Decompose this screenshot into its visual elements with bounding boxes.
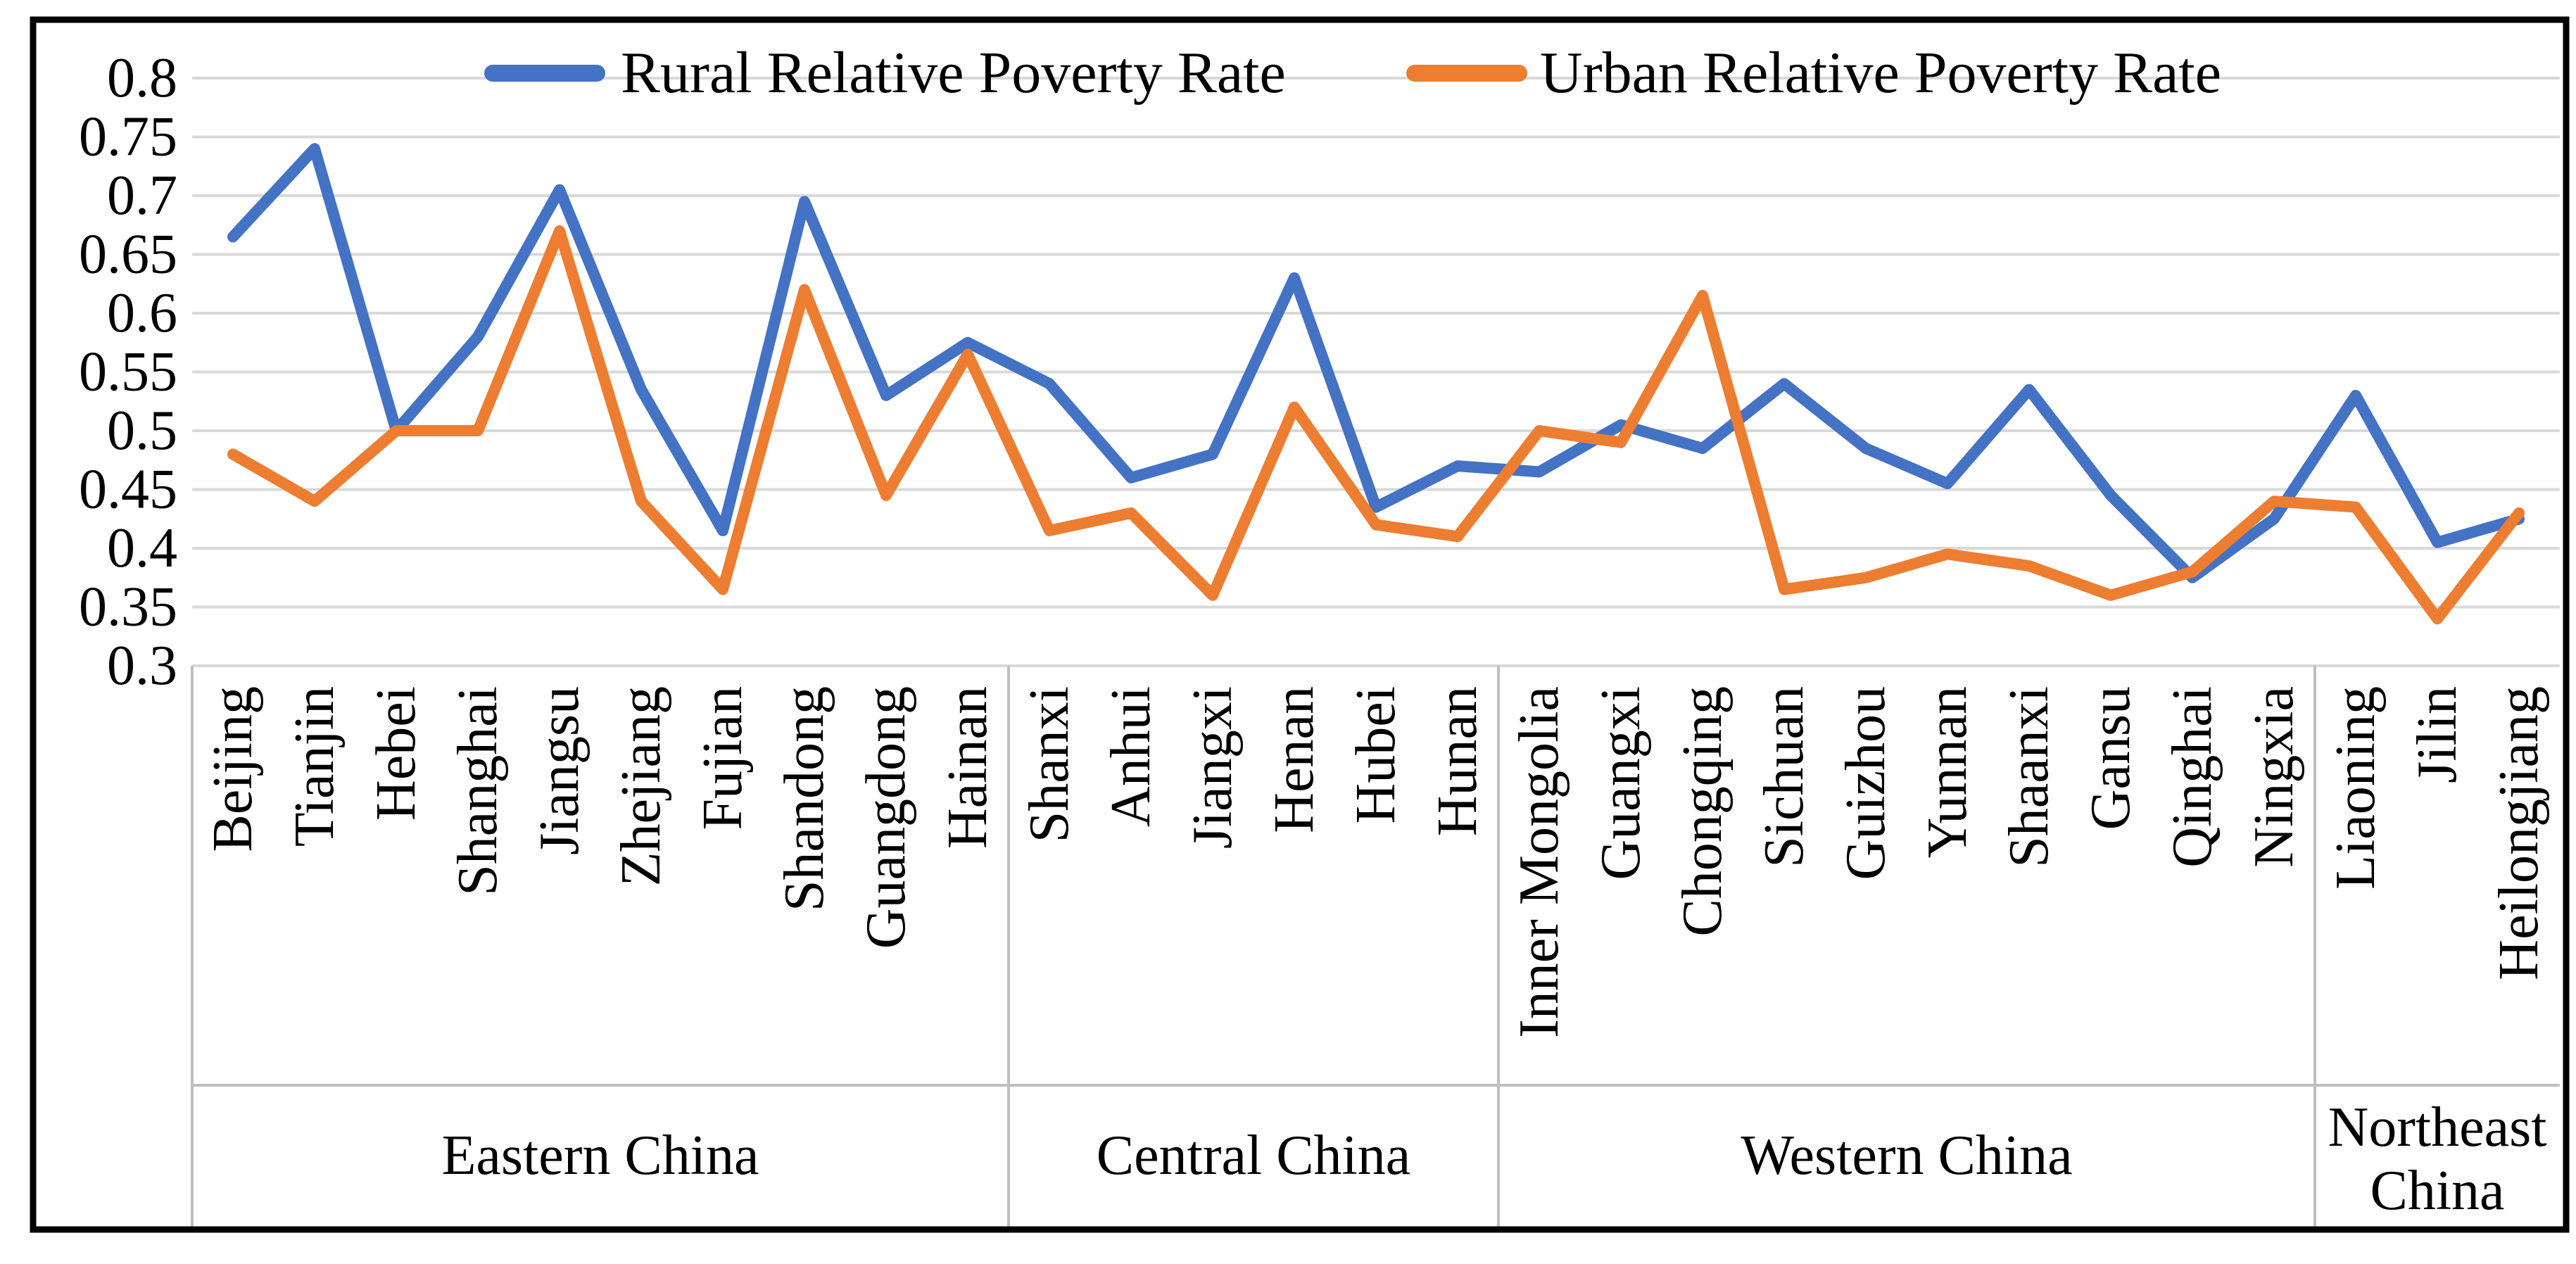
y-axis-tick-label: 0.6 <box>107 282 177 344</box>
rural-legend-marker <box>484 65 605 82</box>
y-axis-tick-label: 0.3 <box>107 635 177 697</box>
y-axis-tick-label: 0.35 <box>79 576 177 638</box>
urban-legend-marker <box>1406 65 1527 82</box>
region-group-label: Western China <box>1741 1125 2072 1187</box>
y-axis-tick-label: 0.55 <box>79 341 177 403</box>
y-axis-tick-label: 0.5 <box>107 400 177 462</box>
x-axis-province-label: Gansu <box>2080 686 2142 830</box>
x-axis-province-label: Jiangsu <box>529 686 591 855</box>
x-axis-province-label: Guizhou <box>1835 686 1897 880</box>
y-axis-tick-label: 0.4 <box>107 517 177 579</box>
y-axis-tick-label: 0.7 <box>107 165 177 227</box>
x-axis-province-label: Yunnan <box>1917 686 1978 858</box>
y-axis-tick-label: 0.65 <box>79 224 177 286</box>
x-axis-province-label: Heilongjiang <box>2488 686 2550 980</box>
figure-border <box>30 16 2570 1233</box>
x-axis-province-label: Shaanxi <box>1998 686 2060 868</box>
x-axis-province-label: Guangdong <box>855 686 917 949</box>
x-axis-province-label: Guangxi <box>1590 686 1652 880</box>
region-group-label: Eastern China <box>442 1125 759 1187</box>
x-axis-province-label: Jiangxi <box>1182 686 1244 849</box>
x-axis-province-label: Beijing <box>202 686 264 852</box>
x-axis-province-label: Henan <box>1263 686 1325 833</box>
x-axis-province-label: Hubei <box>1345 686 1407 824</box>
x-axis-province-label: Hunan <box>1427 686 1489 836</box>
urban-legend-label: Urban Relative Poverty Rate <box>1540 40 2222 106</box>
rural-series-line <box>227 143 2525 583</box>
y-axis-tick-label: 0.45 <box>79 459 177 521</box>
x-axis-province-label: Shandong <box>774 686 835 911</box>
x-axis-province-label: Hainan <box>937 686 999 849</box>
y-axis-tick-label: 0.75 <box>79 106 177 168</box>
x-axis-province-label: Anhui <box>1100 686 1162 827</box>
x-axis-province-label: Chongqing <box>1672 686 1734 937</box>
region-group-label: China <box>2370 1160 2504 1222</box>
x-axis-province-label: Hebei <box>365 686 427 821</box>
x-axis-province-label: Sichuan <box>1753 686 1815 868</box>
region-group-label: Central China <box>1097 1125 1411 1187</box>
x-axis-province-label: Zhejiang <box>610 686 672 886</box>
region-group-label: Northeast <box>2328 1096 2546 1158</box>
x-axis-province-label: Qinghai <box>2161 686 2223 868</box>
rural-legend-label: Rural Relative Poverty Rate <box>621 40 1286 106</box>
x-axis-province-label: Jilin <box>2406 686 2468 783</box>
x-axis-province-label: Tianjin <box>284 686 346 847</box>
x-axis-province-label: Inner Mongolia <box>1508 686 1570 1038</box>
x-axis-province-label: Shanghai <box>447 686 509 896</box>
urban-series-line <box>227 225 2525 625</box>
x-axis-province-label: Liaoning <box>2325 686 2387 890</box>
x-axis-province-label: Ningxia <box>2243 686 2305 868</box>
x-axis-province-label: Shanxi <box>1018 686 1080 842</box>
x-axis-province-label: Fujian <box>692 686 754 830</box>
y-axis-tick-label: 0.8 <box>107 47 177 109</box>
